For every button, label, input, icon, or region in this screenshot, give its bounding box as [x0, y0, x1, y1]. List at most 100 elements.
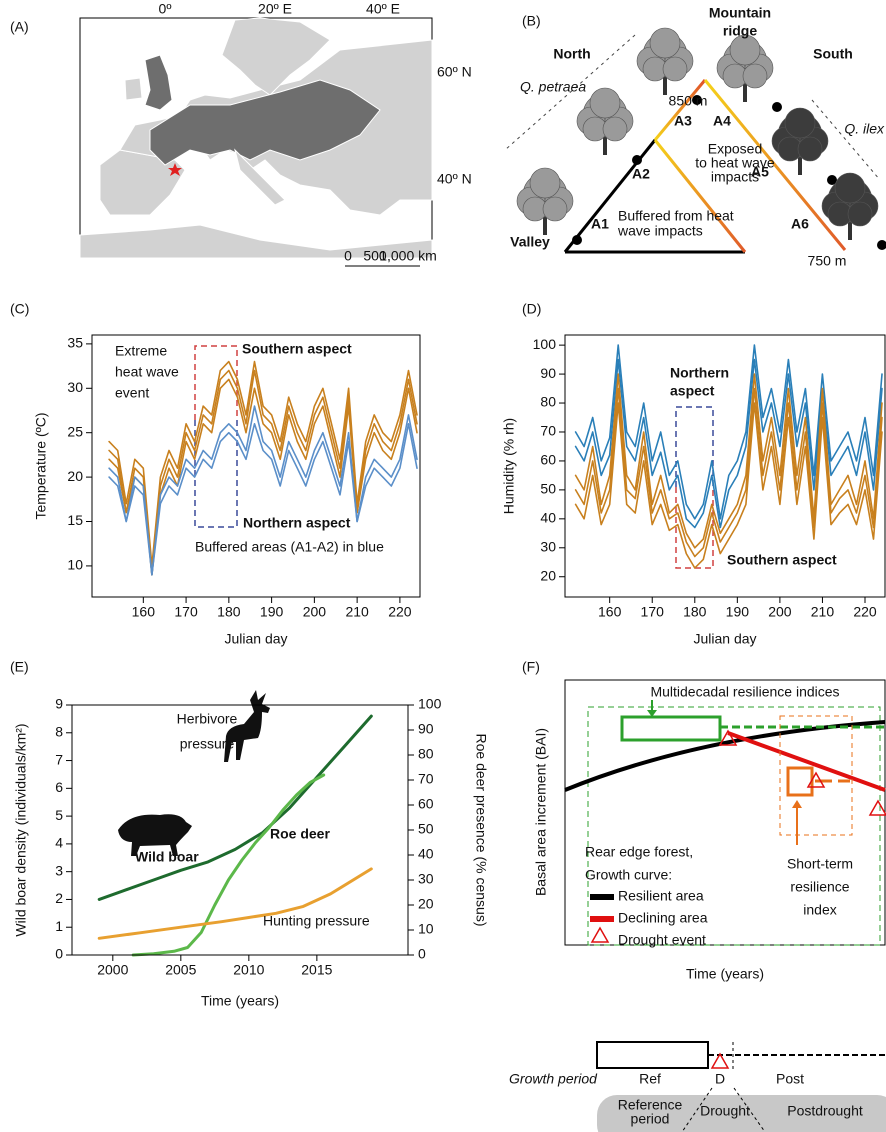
- plot-label: A5: [751, 164, 769, 180]
- tree-trunk: [798, 150, 802, 175]
- land: [234, 148, 286, 206]
- line-series: [97, 867, 373, 940]
- y2-tick-label: 50: [418, 821, 434, 837]
- y-tick-label: 100: [533, 336, 557, 352]
- y2-tick-label: 0: [418, 946, 426, 962]
- line-series: [574, 387, 883, 558]
- annotation: Short-term: [787, 856, 853, 872]
- x-tick-label: 170: [174, 604, 198, 620]
- annotation: event: [115, 385, 149, 401]
- tree-trunk: [743, 77, 747, 102]
- y-tick-label: 30: [540, 538, 556, 554]
- y2-tick-label: 40: [418, 846, 434, 862]
- trees: [516, 27, 886, 250]
- panel-label: (B): [522, 13, 541, 29]
- x-axis-label: Julian day: [693, 631, 756, 647]
- tree-trunk: [848, 215, 852, 240]
- resilient-curve: [564, 720, 886, 792]
- period-label: Drought: [700, 1103, 750, 1119]
- y-tick-label: 30: [67, 379, 83, 395]
- panel-label: (D): [522, 301, 541, 317]
- valley-label: Valley: [510, 234, 550, 250]
- tree-canopy: [729, 34, 761, 66]
- series-label: Hunting pressure: [263, 913, 370, 929]
- plot-frame: [91, 334, 421, 598]
- legend-title: Growth curve:: [585, 867, 672, 883]
- species-label: Q. petraea: [520, 79, 586, 95]
- x-tick-label: 160: [132, 604, 156, 620]
- annotation: index: [803, 902, 836, 918]
- note: Exposed: [708, 141, 762, 157]
- y-tick-label: 90: [540, 365, 556, 381]
- x-tick-label: 200: [768, 604, 792, 620]
- plot-label: A4: [713, 113, 731, 129]
- y-tick-label: 5: [55, 807, 63, 823]
- timeline-label: Post: [776, 1071, 804, 1087]
- y-axis-label: Basal area increment (BAI): [533, 728, 549, 896]
- scale-label: 500: [363, 248, 387, 264]
- tree-canopy: [742, 63, 768, 89]
- y-tick-label: 40: [540, 510, 556, 526]
- lat-label: 60º N: [437, 64, 472, 80]
- dashed-line: [504, 34, 636, 151]
- line-series: [108, 405, 418, 576]
- legend-label: Declining area: [618, 910, 708, 926]
- distribution: [149, 79, 381, 166]
- y-tick-label: 50: [540, 481, 556, 497]
- tree-canopy: [602, 116, 628, 142]
- heat-box: [194, 345, 238, 420]
- land: [221, 17, 331, 96]
- period-label: Reference: [618, 1097, 683, 1113]
- tree-canopy: [847, 201, 873, 227]
- y-axis-label: Wild boar density (individuals/km²): [13, 723, 29, 936]
- tree-dot: [632, 155, 642, 165]
- period-label: period: [631, 1111, 670, 1127]
- y-tick-label: 25: [67, 423, 83, 439]
- diagram-f: [564, 679, 886, 1132]
- tree-dot: [572, 235, 582, 245]
- y2-tick-label: 70: [418, 771, 434, 787]
- x-tick-label: 160: [598, 604, 622, 620]
- y2-tick-label: 100: [418, 696, 442, 712]
- timeline-label: Growth period: [509, 1071, 598, 1087]
- annotation: Herbivore: [177, 711, 238, 727]
- y-axis-label: Temperature (ºC): [33, 412, 49, 519]
- tree-canopy: [797, 136, 823, 162]
- x-tick-label: 180: [683, 604, 707, 620]
- y2-tick-label: 90: [418, 721, 434, 737]
- y2-tick-label: 10: [418, 921, 434, 937]
- y-tick-label: 4: [55, 835, 63, 851]
- boar-icon: [118, 814, 192, 856]
- plot-frame: [564, 679, 886, 946]
- y2-tick-label: 80: [418, 746, 434, 762]
- y2-tick-label: 60: [418, 796, 434, 812]
- tree-canopy: [529, 167, 561, 199]
- heat-box: [675, 406, 714, 487]
- annotation: aspect: [670, 383, 715, 399]
- plot-label: A2: [632, 166, 650, 182]
- scale-label: 1,000 km: [379, 248, 437, 264]
- legend-label: Drought event: [618, 932, 706, 948]
- ref-box: [596, 1041, 709, 1069]
- reference-box: [620, 715, 722, 742]
- tree-trunk: [543, 210, 547, 235]
- y-tick-label: 80: [540, 394, 556, 410]
- slope: [703, 79, 847, 251]
- y2-axis-label: Roe deer presence (% census): [473, 734, 489, 927]
- note: to heat wave: [695, 155, 775, 171]
- tree-dot: [692, 95, 702, 105]
- y2-tick-label: 30: [418, 871, 434, 887]
- diagram-b: [504, 27, 886, 254]
- line-series: [574, 344, 883, 520]
- note: Buffered from heat: [618, 208, 734, 224]
- separator: [733, 1087, 766, 1132]
- slope: [653, 79, 707, 141]
- x-tick-label: 2010: [233, 962, 264, 978]
- note: impacts: [711, 169, 759, 185]
- deer-icon: [224, 690, 270, 762]
- ridge-label: Mountain: [709, 5, 771, 21]
- plot-label: A3: [674, 113, 692, 129]
- drought-box: [786, 766, 814, 797]
- series-label: Roe deer: [270, 826, 330, 842]
